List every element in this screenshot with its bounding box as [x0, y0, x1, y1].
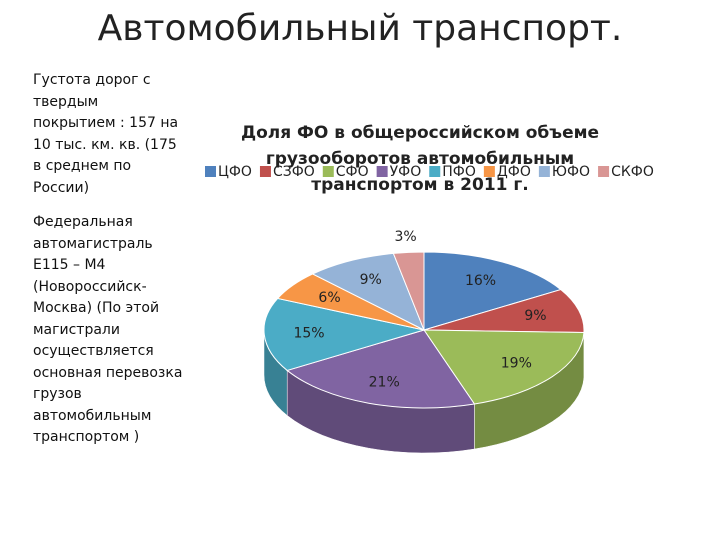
legend-swatch [322, 166, 334, 177]
legend-label: СФО [336, 164, 369, 180]
legend-swatch [483, 166, 495, 177]
slice [423, 329, 585, 405]
slice [423, 251, 562, 331]
data-label: 3% [394, 229, 416, 245]
slide-title: Автомобильный транспорт. [97, 8, 623, 49]
legend-label: ДФО [497, 164, 531, 180]
data-label: 9% [360, 272, 382, 288]
legend-label: СКФО [611, 164, 654, 180]
legend-swatch [376, 166, 388, 177]
data-label: 19% [501, 356, 532, 372]
data-label: 15% [293, 326, 324, 342]
data-label: 6% [318, 290, 340, 306]
legend-label: СЗФО [273, 164, 315, 180]
data-label: 16% [465, 273, 496, 289]
slice [423, 289, 585, 334]
data-label: 21% [369, 375, 400, 391]
legend-swatch [205, 166, 216, 177]
slice [263, 297, 425, 371]
data-label: 9% [524, 308, 546, 324]
legend-swatch [538, 166, 550, 177]
legend-swatch [259, 166, 271, 177]
chart-title-text: Доля ФО в общероссийском объеме грузообор… [241, 123, 599, 195]
slice [311, 252, 425, 332]
legend-label: ЦФО [218, 164, 252, 180]
pie-tops [263, 251, 585, 409]
note: Федеральная автомагистраль Е115 – М4 (Но… [33, 214, 183, 445]
legend-label: УФО [390, 164, 422, 180]
note: Густота дорог с твердым покрытием : 157 … [33, 72, 179, 196]
legend-swatch [598, 166, 610, 177]
slice [392, 251, 425, 331]
legend-label: ЮФО [552, 164, 590, 180]
legend-label: ПФО [442, 164, 476, 180]
legend-swatch [429, 166, 441, 177]
slice [286, 329, 476, 409]
